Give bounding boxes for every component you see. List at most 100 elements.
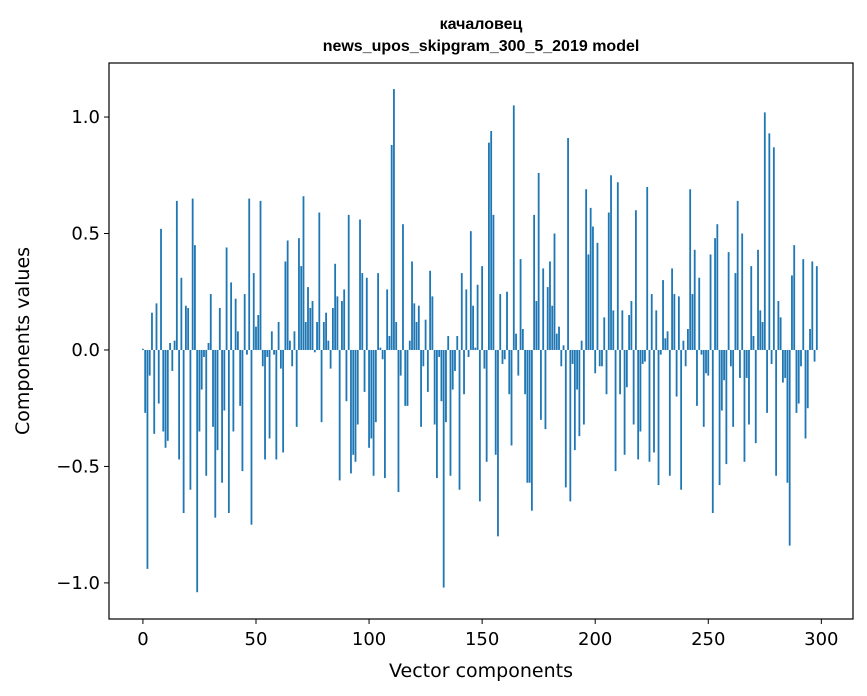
bar-57: [270, 331, 273, 350]
bar-285: [786, 349, 789, 483]
bar-294: [806, 349, 809, 409]
bar-203: [601, 349, 603, 367]
bar-118: [408, 340, 411, 350]
bar-217: [632, 349, 635, 425]
bar-88: [341, 301, 343, 350]
bar-59: [275, 349, 278, 460]
bar-199: [592, 226, 594, 350]
bar-111: [393, 89, 395, 350]
bar-251: [709, 254, 712, 350]
bar-49: [252, 273, 255, 350]
bar-256: [720, 349, 723, 411]
bar-163: [510, 349, 513, 446]
bar-40: [232, 349, 235, 432]
bar-69: [298, 238, 300, 350]
bar-71: [302, 196, 305, 350]
bar-237: [677, 296, 680, 350]
bar-78: [318, 212, 321, 350]
bar-27: [203, 349, 205, 357]
bar-13: [171, 349, 174, 371]
bar-206: [607, 212, 610, 350]
bar-260: [729, 349, 732, 367]
bar-223: [646, 186, 649, 350]
bar-239: [682, 340, 685, 350]
bar-26: [200, 349, 203, 390]
bar-171: [528, 349, 531, 483]
bar-119: [411, 261, 413, 350]
bar-125: [424, 319, 427, 350]
bar-93: [352, 349, 355, 455]
bar-31: [212, 349, 214, 427]
bar-39: [230, 282, 233, 350]
bar-212: [621, 310, 624, 350]
bar-290: [797, 349, 800, 404]
bar-104: [377, 273, 380, 350]
bar-151: [483, 349, 486, 369]
bar-64: [286, 240, 289, 350]
bar-161: [506, 291, 508, 350]
plot-frame: [108, 62, 854, 620]
bar-70: [300, 266, 303, 350]
chart-title-line-1: качаловец: [440, 16, 523, 33]
bar-261: [732, 349, 735, 427]
bar-233: [668, 349, 671, 476]
bar-230: [662, 280, 664, 350]
bar-215: [628, 315, 631, 350]
bar-110: [390, 144, 393, 350]
bar-179: [546, 287, 549, 350]
bar-8: [160, 228, 162, 350]
bar-36: [223, 349, 226, 411]
bar-183: [555, 333, 558, 350]
bar-173: [533, 214, 536, 350]
bar-175: [537, 172, 540, 350]
bar-42: [236, 331, 239, 350]
bar-170: [526, 349, 529, 483]
bar-56: [268, 349, 271, 439]
bar-247: [700, 349, 703, 355]
bar-95: [356, 349, 359, 425]
bar-5: [153, 349, 156, 434]
x-axis-ticks: 0 50 100 150 200 250 300: [137, 619, 839, 650]
bar-67: [293, 331, 296, 350]
bar-117: [406, 349, 409, 406]
bar-145: [469, 231, 472, 350]
bar-250: [707, 349, 710, 376]
bar-205: [605, 349, 608, 395]
bar-73: [307, 287, 309, 350]
bar-82: [327, 340, 330, 350]
bar-167: [519, 259, 522, 350]
bar-112: [395, 322, 398, 350]
bar-10: [164, 349, 167, 448]
bar-107: [383, 349, 386, 479]
x-tick-label: 250: [691, 629, 725, 650]
bar-266: [743, 349, 746, 462]
bar-143: [465, 289, 468, 350]
bar-198: [589, 207, 592, 350]
bar-280: [775, 349, 778, 476]
bar-187: [564, 349, 567, 488]
bar-265: [741, 233, 744, 350]
bar-288: [793, 245, 796, 350]
bar-52: [259, 200, 262, 350]
bar-192: [576, 349, 579, 390]
bar-99: [365, 277, 368, 350]
bar-263: [736, 200, 739, 350]
y-axis-ticks: −1.0 −0.5 0.0 0.5 1.0: [56, 107, 109, 594]
bar-89: [343, 289, 346, 350]
bar-204: [603, 317, 606, 350]
bar-106: [381, 349, 384, 360]
bar-194: [580, 340, 583, 350]
bar-133: [442, 349, 445, 588]
bar-113: [397, 349, 400, 493]
bar-245: [696, 349, 698, 406]
bar-22: [191, 198, 194, 350]
bar-68: [295, 349, 298, 427]
bar-257: [723, 349, 726, 381]
bar-132: [440, 349, 443, 402]
bar-51: [257, 315, 260, 350]
bar-0: [142, 348, 144, 350]
bar-172: [530, 349, 533, 511]
bar-81: [325, 312, 327, 350]
bar-298: [815, 266, 818, 350]
bar-100: [368, 349, 370, 448]
